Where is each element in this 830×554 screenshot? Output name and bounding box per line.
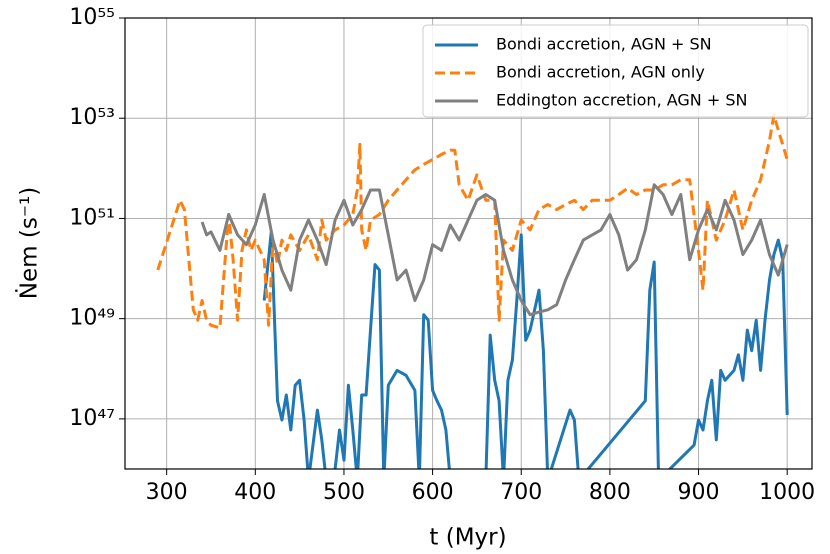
y-tick-label: 10⁵¹ xyxy=(69,205,115,230)
legend-label: Bondi accretion, AGN only xyxy=(496,63,705,82)
x-tick-label: 600 xyxy=(412,480,454,505)
x-tick-label: 1000 xyxy=(759,480,815,505)
x-tick-label: 800 xyxy=(589,480,631,505)
series-line xyxy=(200,183,789,317)
legend-label: Eddington accretion, AGN + SN xyxy=(496,91,747,110)
x-tick-label: 700 xyxy=(500,480,542,505)
series-line xyxy=(156,113,789,330)
series-line xyxy=(262,230,789,469)
x-tick-label: 400 xyxy=(234,480,276,505)
y-axis-label: Ṅem (s⁻¹) xyxy=(15,187,43,299)
axes-frame xyxy=(124,17,813,470)
y-tick-label: 10⁴⁷ xyxy=(69,406,115,431)
y-tick-label: 10⁵⁵ xyxy=(69,5,115,30)
legend-box xyxy=(422,24,809,118)
y-tick-label: 10⁴⁹ xyxy=(69,306,115,331)
legend: Bondi accretion, AGN + SN Bondi accretion… xyxy=(422,24,809,118)
y-tick-label: 10⁵³ xyxy=(69,105,115,130)
x-tick-label: 300 xyxy=(146,480,188,505)
plot-area xyxy=(156,113,789,469)
x-axis-label: t (Myr) xyxy=(429,525,506,551)
x-tick-label: 900 xyxy=(678,480,720,505)
legend-label: Bondi accretion, AGN + SN xyxy=(496,35,712,54)
x-tick-label: 500 xyxy=(323,480,365,505)
